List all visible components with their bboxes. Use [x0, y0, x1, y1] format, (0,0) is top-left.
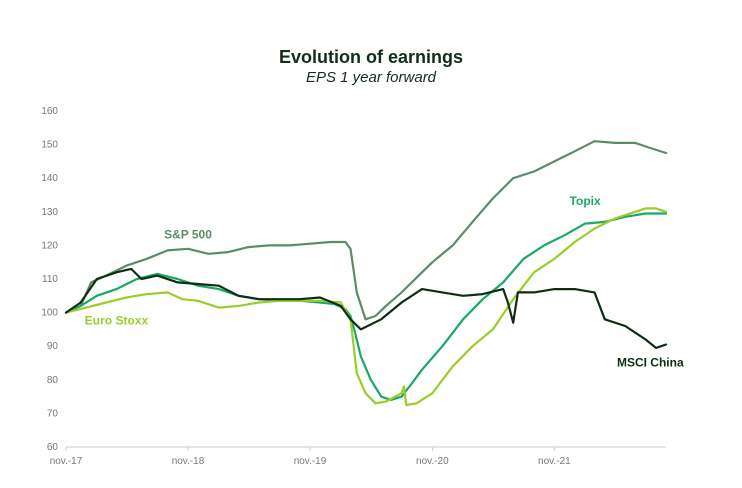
y-tick-label: 60 [47, 442, 59, 453]
y-tick-label: 70 [47, 408, 59, 419]
series-label-topix: Topix [570, 194, 601, 208]
y-tick-label: 110 [42, 274, 58, 285]
x-tick-label: nov.-19 [294, 456, 327, 467]
x-tick-label: nov.-21 [538, 456, 571, 467]
x-tick-label: nov.-20 [416, 456, 449, 467]
y-tick-label: 140 [41, 173, 58, 184]
series-label-euro-stoxx: Euro Stoxx [85, 313, 149, 327]
y-tick-label: 90 [47, 341, 59, 352]
x-tick-label: nov.-18 [172, 456, 205, 467]
series-line-topix [64, 212, 668, 402]
x-tick-label: nov.-17 [50, 456, 83, 467]
series-label-msci-china: MSCI China [617, 355, 684, 369]
y-tick-label: 100 [41, 308, 58, 319]
chart-axes: 60 70 80 90 100 110 120 130 140 150 160 nov.-17 nov.… [41, 106, 666, 467]
y-tick-label: 120 [41, 240, 58, 251]
y-tick-label: 80 [47, 375, 59, 386]
series-labels: S&P 500 Topix Euro Stoxx MSCI China [85, 194, 684, 369]
y-tick-label: 160 [41, 106, 58, 117]
y-tick-label: 130 [41, 207, 58, 218]
series-line-s-p-500 [64, 140, 668, 321]
chart-title: Evolution of earnings [278, 47, 463, 67]
series-line-msci-china [64, 267, 668, 349]
series-line-euro-stoxx [64, 207, 668, 407]
y-tick-label: 150 [41, 140, 58, 151]
series-label-s-p-500: S&P 500 [164, 228, 212, 242]
chart-subtitle: EPS 1 year forward [305, 69, 437, 86]
series-lines [64, 140, 668, 407]
